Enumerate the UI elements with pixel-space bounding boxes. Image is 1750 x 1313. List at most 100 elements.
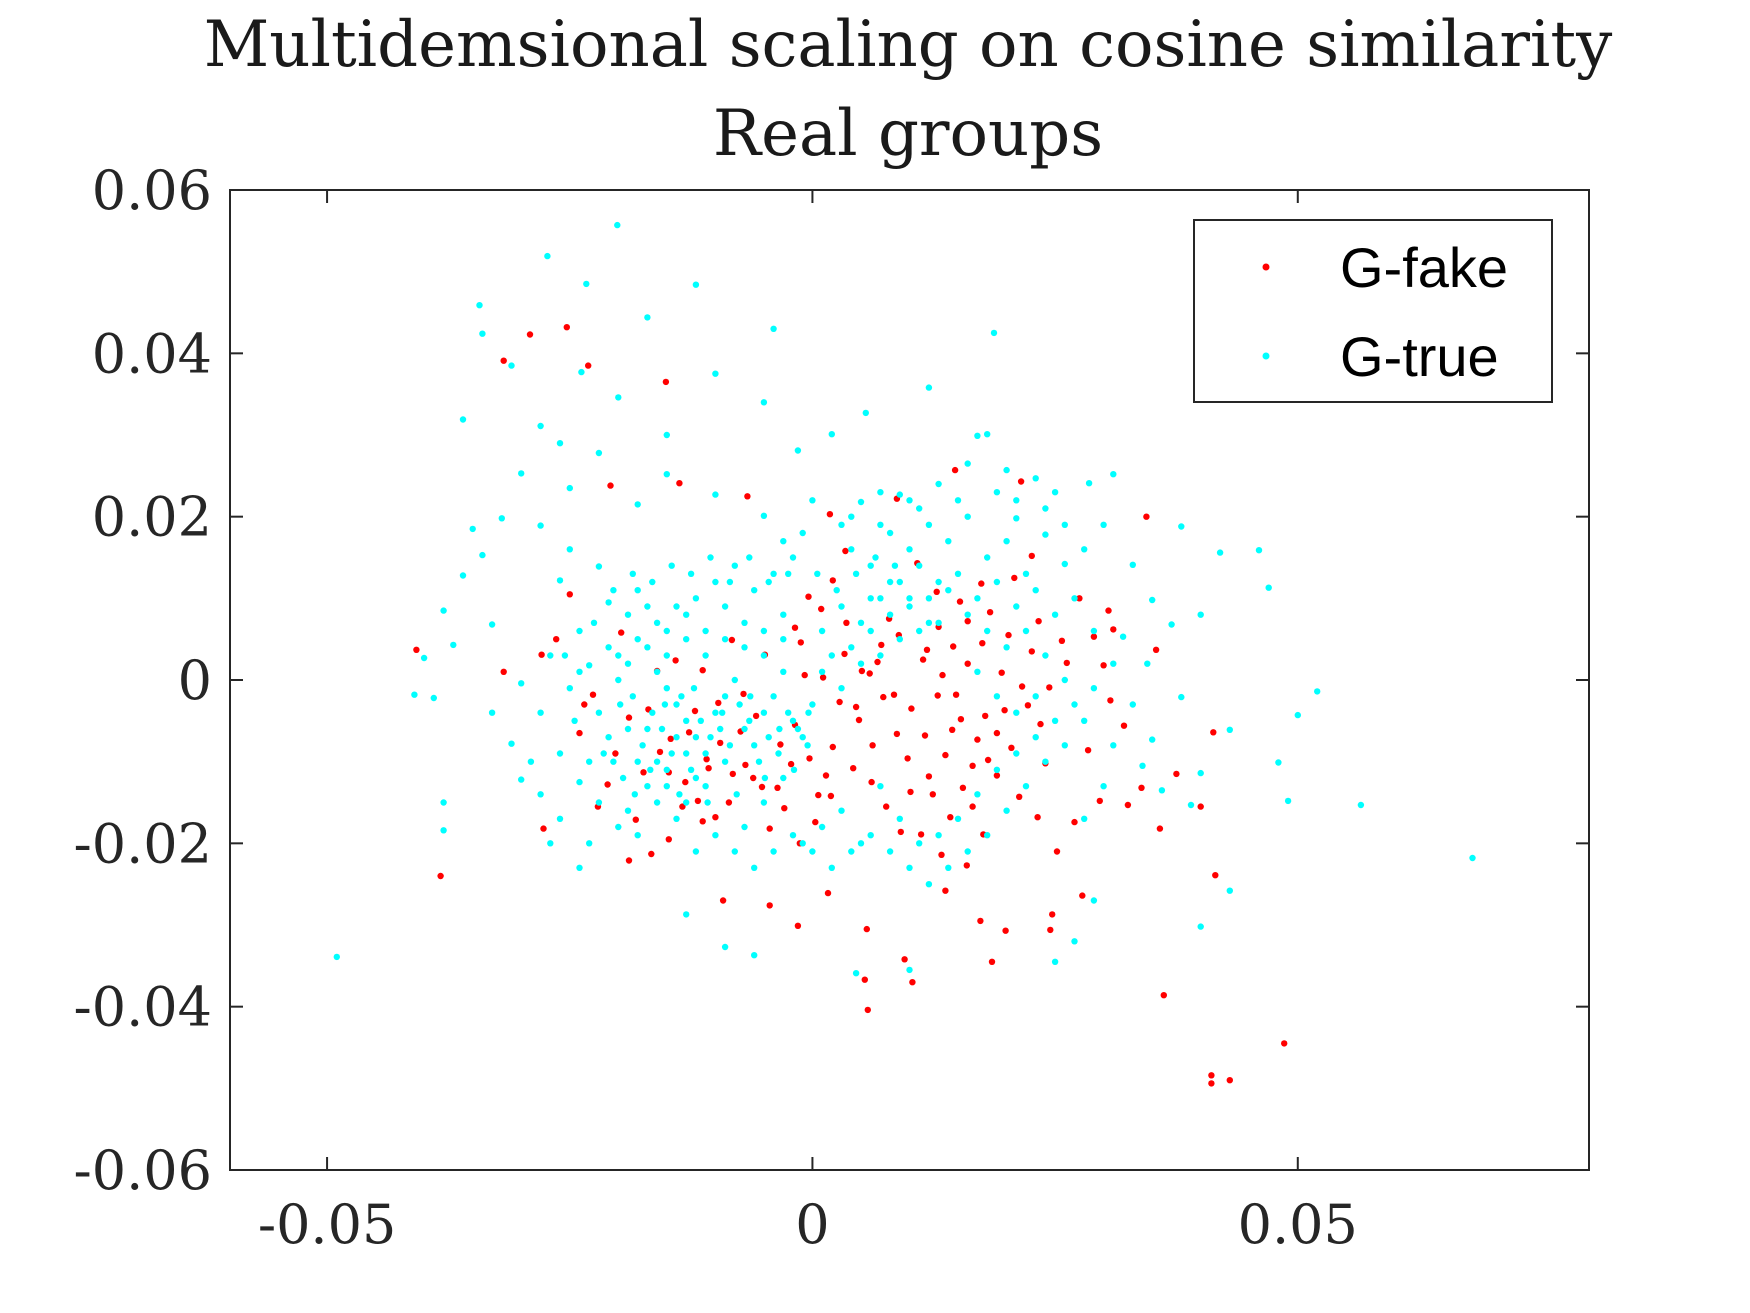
data-point-g-true [896,815,903,822]
data-point-g-true [964,848,971,855]
data-point-g-true [886,611,894,618]
data-point-g-fake [413,646,420,653]
data-point-g-true [1284,797,1292,805]
data-point-g-true [857,660,865,667]
data-point-g-true [1061,742,1069,749]
data-point-g-fake [1071,818,1078,826]
data-point-g-fake [852,703,860,711]
data-point-g-true [661,701,669,708]
data-point-g-true [925,595,933,602]
data-point-g-fake [1208,1080,1215,1087]
data-point-g-true [712,832,719,839]
data-point-g-true [1042,652,1049,659]
data-point-g-fake [819,674,827,681]
data-point-g-true [751,864,758,871]
data-point-g-fake [993,729,1001,737]
data-point-g-fake [921,732,929,739]
data-point-g-true [605,599,612,606]
data-point-g-fake [933,588,940,595]
data-point-g-fake [526,331,534,338]
data-point-g-fake [538,651,545,658]
data-point-g-true [935,480,942,488]
data-point-g-true [687,766,695,773]
data-point-g-true [518,470,525,477]
data-point-g-true [624,611,632,618]
data-point-g-true [1081,717,1088,724]
data-point-g-fake [917,831,925,838]
data-point-g-true [1013,497,1020,504]
data-point-g-fake [1138,784,1145,791]
data-point-g-true [615,676,622,684]
data-point-g-true [479,551,486,559]
data-point-g-fake [1024,702,1032,709]
data-point-g-true [1013,515,1020,522]
data-point-g-true [765,578,772,586]
data-point-g-fake [640,769,647,776]
data-point-g-true [508,362,515,369]
data-point-g-true [780,611,787,618]
data-point-g-fake [957,716,965,723]
data-point-g-true [556,577,564,584]
data-point-g-true [896,491,903,498]
data-point-g-fake [625,857,633,864]
data-point-g-true [733,791,740,798]
data-point-g-true [673,603,680,610]
data-point-g-fake [725,799,733,806]
data-point-g-true [804,742,811,749]
y-tick-label: -0.02 [74,812,212,875]
data-point-g-fake [923,646,931,653]
data-point-g-fake [672,657,679,664]
data-point-g-true [712,491,719,498]
data-point-g-true [1090,897,1098,904]
data-point-g-true [1197,611,1204,618]
data-point-g-true [726,578,734,586]
data-point-g-true [537,709,544,716]
data-point-g-fake [815,791,822,799]
data-point-g-true [595,799,603,806]
data-point-g-fake [878,641,885,649]
data-point-g-fake [1034,814,1041,821]
data-point-g-fake [618,629,625,636]
data-point-g-fake [1028,552,1036,560]
data-point-g-true [954,570,962,577]
data-point-g-true [785,709,792,716]
data-point-g-true [1051,717,1059,724]
data-point-g-true [644,725,651,733]
data-point-g-true [590,619,598,626]
data-point-g-true [1129,701,1137,708]
data-point-g-fake [648,850,655,858]
data-point-g-true [1100,783,1107,790]
data-point-g-true [631,791,638,798]
data-point-g-true [964,513,971,520]
data-point-g-fake [982,712,989,720]
data-point-g-true [1275,759,1282,766]
data-point-g-true [789,554,797,561]
data-point-g-fake [1037,720,1044,728]
data-point-g-true [984,431,991,438]
data-point-g-fake [929,791,936,798]
data-point-g-fake [566,591,573,598]
data-point-g-true [1051,611,1059,618]
x-tick-label: 0.05 [1238,1193,1358,1256]
data-point-g-true [649,578,656,586]
data-point-g-true [1294,711,1302,719]
data-point-g-true [663,766,670,773]
data-point-g-fake [758,783,766,791]
data-point-g-fake [1084,747,1092,754]
data-point-g-true [877,489,884,496]
data-point-g-true [877,783,884,790]
legend-label-g-fake: G-fake [1340,236,1508,299]
data-point-g-true [683,799,690,806]
data-point-g-true [537,791,544,798]
data-point-g-true [634,832,641,839]
data-point-g-true [760,627,768,635]
data-point-g-true [1061,676,1069,684]
data-point-g-fake [883,803,890,810]
data-point-g-true [488,621,496,628]
data-point-g-true [615,652,622,659]
data-point-g-true [809,497,816,504]
data-point-g-true [476,302,483,309]
x-tick-label: -0.05 [258,1193,396,1256]
data-point-g-true [741,823,748,831]
data-point-g-true [1110,471,1117,478]
